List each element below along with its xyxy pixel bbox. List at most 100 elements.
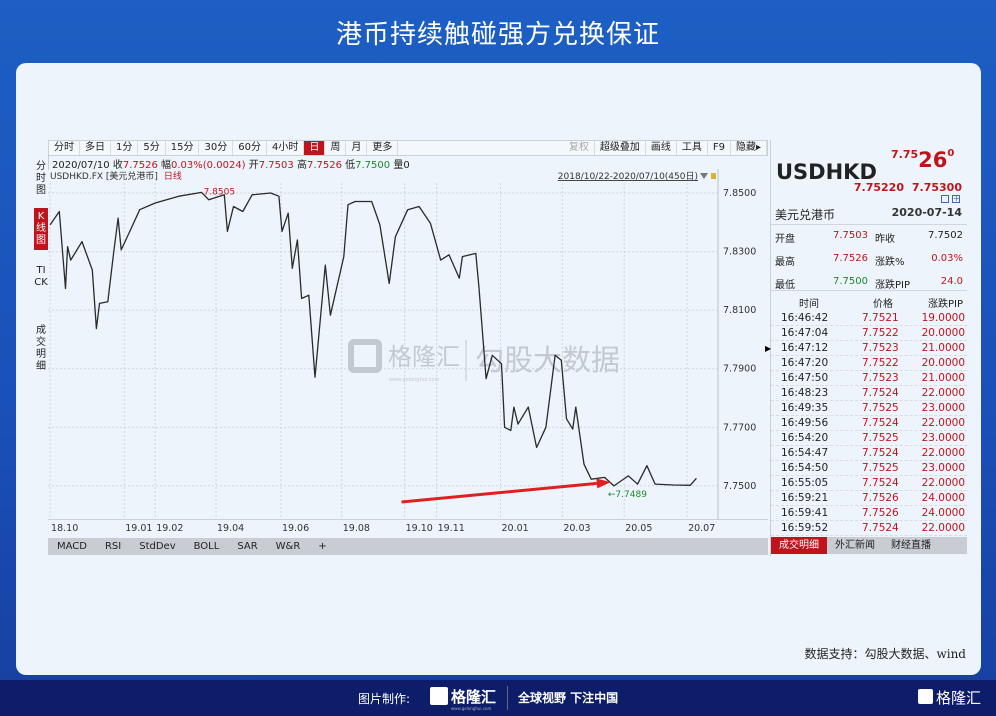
trade-cell: 16:59:41 <box>781 507 829 519</box>
indicator-2[interactable]: StdDev <box>139 541 176 552</box>
trade-cell: 16:59:52 <box>781 522 829 534</box>
corner-logo: 格隆汇 <box>936 689 982 707</box>
annotation-arrow <box>401 481 598 504</box>
trade-row: 16:47:50 7.7523 21.0000 <box>771 371 967 386</box>
trades-header: 时间 价格 涨跌PIP <box>775 295 965 310</box>
x-tick-label: 19.04 <box>217 523 245 534</box>
y-tick-label: 7.7700 <box>723 422 756 433</box>
add-icon[interactable]: + <box>952 194 960 203</box>
tool-4[interactable]: F9 <box>708 141 731 155</box>
stat-cell: 最低 <box>775 280 795 291</box>
x-tick-label: 20.01 <box>501 523 529 534</box>
trade-cell: 22.0000 <box>921 477 965 489</box>
open-value: 7.7503 <box>258 160 294 171</box>
trade-cell: 7.7526 <box>862 507 899 519</box>
period-3[interactable]: 5分 <box>138 141 166 155</box>
x-tick-label: 19.11 <box>437 523 465 534</box>
trade-cell: 22.0000 <box>921 522 965 534</box>
trade-cell: 22.0000 <box>921 387 965 399</box>
tool-1[interactable]: 超级叠加 <box>595 141 646 155</box>
header-price: 价格 <box>873 299 893 310</box>
panel-tab-1[interactable]: 外汇新闻 <box>835 540 875 551</box>
left-tab-1[interactable]: K线图 <box>34 208 48 250</box>
indicator-5[interactable]: W&R <box>275 541 301 552</box>
indicator-4[interactable]: SAR <box>237 541 258 552</box>
period-1[interactable]: 多日 <box>80 141 111 155</box>
trade-cell: 7.7522 <box>862 357 899 369</box>
stat-cell: 7.7502 <box>928 230 963 241</box>
header-pip: 涨跌PIP <box>927 299 963 310</box>
trade-row: 16:59:21 7.7526 24.0000 <box>771 491 967 506</box>
period-11[interactable]: 更多 <box>367 141 399 155</box>
stat-cell: 7.7503 <box>833 230 868 241</box>
quote-symbol: USDHKD <box>776 160 877 184</box>
indicator-3[interactable]: BOLL <box>193 541 220 552</box>
close-value: 7.7526 <box>122 160 158 171</box>
trade-cell: 7.7526 <box>862 492 899 504</box>
period-10[interactable]: 月 <box>346 141 368 155</box>
open-label: 开 <box>248 160 259 171</box>
x-tick-label: 20.05 <box>625 523 653 534</box>
footer-logo-url: www.gelonghui.com <box>451 706 492 711</box>
watermark-text: 勾股大数据 <box>475 343 620 377</box>
tool-5[interactable]: 隐藏▸ <box>731 141 767 155</box>
arrow-head-icon <box>596 478 611 489</box>
left-tab-2[interactable]: TICK <box>34 265 48 288</box>
left-tab-3[interactable]: 成交明细 <box>36 325 46 372</box>
trade-row: 16:54:47 7.7524 22.0000 <box>771 446 967 461</box>
high-value: 7.7526 <box>306 160 342 171</box>
y-tick-label: 7.8100 <box>723 305 756 316</box>
stat-cell: 昨收 <box>875 234 895 245</box>
chart-period: 日线 <box>164 170 182 182</box>
indicator-1[interactable]: RSI <box>104 541 122 552</box>
trade-cell: 24.0000 <box>921 507 965 519</box>
x-tick-label: 19.02 <box>156 523 184 534</box>
period-0[interactable]: 分时 <box>49 141 80 155</box>
low-label: 低 <box>345 160 356 171</box>
page-title: 港币持续触碰强方兑换保证 <box>335 20 660 50</box>
x-tick-label: 19.10 <box>405 523 433 534</box>
trade-row: 16:55:05 7.7524 22.0000 <box>771 476 967 491</box>
period-7[interactable]: 4小时 <box>267 141 305 155</box>
price-prefix: 7.75 <box>891 148 919 161</box>
y-tick-label: 7.8300 <box>723 247 756 258</box>
range-dropdown-icon[interactable] <box>700 173 708 179</box>
trade-cell: 22.0000 <box>921 447 965 459</box>
indicator-0[interactable]: MACD <box>57 541 87 552</box>
quote-price: 7.75260 <box>891 148 954 172</box>
trade-row: 16:47:04 7.7522 20.0000 <box>771 326 967 341</box>
bid-price: 7.75220 <box>853 181 904 194</box>
trade-cell: 7.7524 <box>862 477 899 489</box>
period-2[interactable]: 1分 <box>111 141 139 155</box>
period-4[interactable]: 15分 <box>166 141 200 155</box>
x-tick-label: 20.03 <box>563 523 591 534</box>
vol-value: 0 <box>403 160 410 171</box>
price-line <box>49 191 697 487</box>
indicator-6[interactable]: + <box>318 541 327 552</box>
period-5[interactable]: 30分 <box>199 141 234 155</box>
restore-icon[interactable] <box>941 195 949 203</box>
period-8[interactable]: 日 <box>304 141 326 155</box>
trade-cell: 7.7522 <box>862 327 899 339</box>
x-tick-label: 20.07 <box>688 523 716 534</box>
quote-info-bar: 2020/07/10 收7.7526 幅0.03%(0.0024) 开7.750… <box>48 156 768 171</box>
trade-cell: 20.0000 <box>921 327 965 339</box>
left-tab-0[interactable]: 分时图 <box>36 161 46 196</box>
tool-2[interactable]: 画线 <box>646 141 677 155</box>
panel-tab-0[interactable]: 成交明细 <box>771 537 827 554</box>
panel-tab-2[interactable]: 财经直播 <box>891 540 931 551</box>
trade-cell: 16:49:35 <box>781 402 829 414</box>
stat-row: 开盘 7.7503 昨收 7.7502 <box>775 230 965 245</box>
expand-arrow-icon[interactable]: ▶ <box>765 344 772 353</box>
period-9[interactable]: 周 <box>325 141 347 155</box>
price-chart: 7.8500 7.8300 7.8100 7.7900 7.7700 7.7500 USDH… <box>48 169 756 519</box>
footer-logo: 格隆汇 <box>451 688 497 706</box>
y-tick-label: 7.7500 <box>723 481 756 492</box>
period-6[interactable]: 60分 <box>233 141 267 155</box>
tool-3[interactable]: 工具 <box>677 141 708 155</box>
tool-0[interactable]: 复权 <box>564 141 595 155</box>
trade-cell: 22.0000 <box>921 417 965 429</box>
corner-logo-icon <box>918 689 933 704</box>
x-tick-label: 19.01 <box>125 523 153 534</box>
low-value: 7.7500 <box>355 160 391 171</box>
